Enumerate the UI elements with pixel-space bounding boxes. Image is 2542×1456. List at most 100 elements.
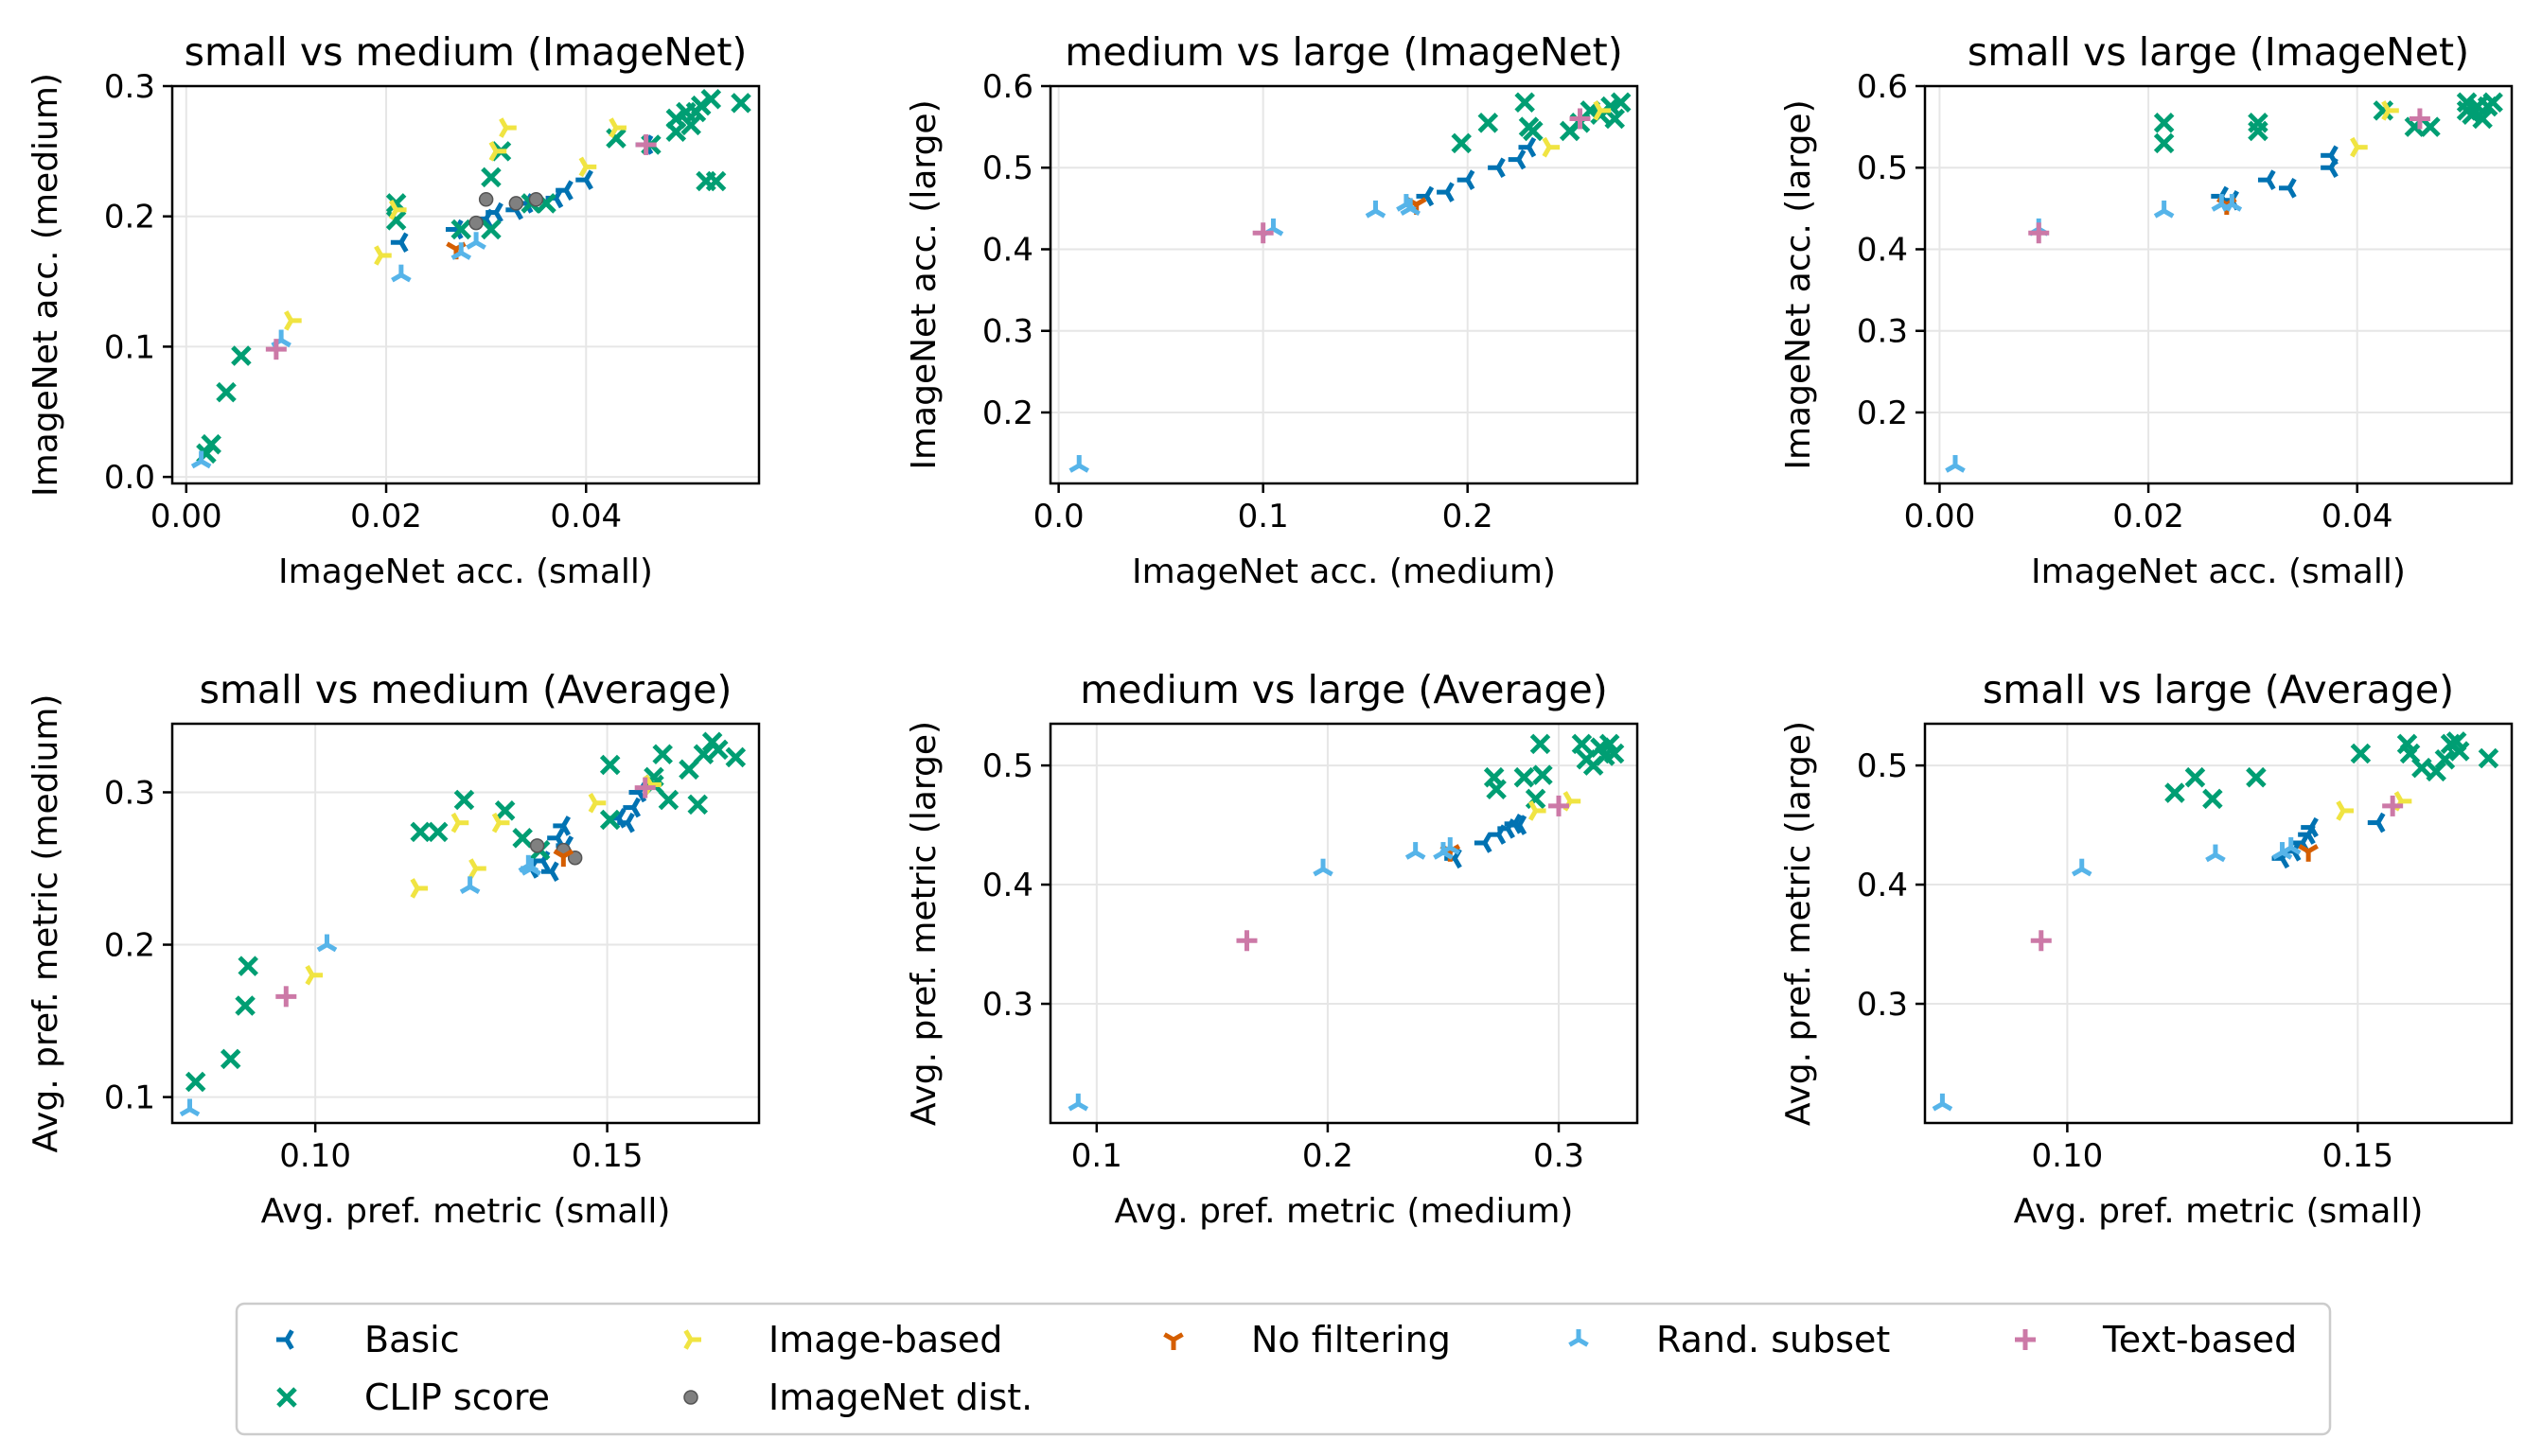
point-imagenet-dist: [567, 850, 583, 866]
panel-title: medium vs large (Average): [1080, 667, 1607, 712]
point-rand-subset: [1313, 858, 1333, 877]
point-clip-score: [652, 744, 673, 764]
y-tick-label: 0.6: [982, 68, 1033, 106]
data-points: [1068, 92, 1632, 473]
y-tick-label: 0.5: [1857, 747, 1908, 785]
legend-entry-rand-subset: Rand. subset: [1568, 1319, 1890, 1360]
point-text-based: [1569, 108, 1591, 130]
point-clip-score: [216, 381, 237, 403]
point-clip-score: [2184, 766, 2206, 788]
point-basic: [1456, 169, 1475, 190]
point-basic: [485, 202, 503, 223]
point-clip-score: [481, 219, 502, 240]
point-image-based: [450, 812, 469, 833]
point-basic: [1416, 185, 1435, 207]
y-axis-label: Avg. pref. metric (large): [905, 721, 944, 1126]
legend-entry-image-based: Image-based: [683, 1319, 1002, 1360]
y-axis-label: ImageNet acc. (large): [1779, 99, 1818, 469]
x-axis-label: Avg. pref. metric (medium): [1115, 1192, 1574, 1231]
point-image-based: [2336, 800, 2354, 821]
y-tick-label: 0.4: [982, 867, 1033, 904]
y-tick-label: 0.4: [1857, 867, 1908, 904]
point-basic: [575, 169, 593, 190]
point-rand-subset: [1400, 198, 1421, 217]
legend-entry-basic: Basic: [276, 1319, 460, 1360]
x-tick-label: 0.10: [279, 1137, 351, 1175]
point-image-based: [374, 245, 392, 266]
x-tick-label: 0.2: [1302, 1137, 1353, 1175]
point-image-based: [488, 141, 507, 162]
point-image-based: [2350, 136, 2368, 158]
point-clip-score: [708, 739, 729, 761]
point-rand-subset: [1932, 1093, 1953, 1112]
point-clip-score: [1514, 92, 1535, 114]
point-basic: [1518, 136, 1537, 158]
legend: Basic CLIP score Image-based ImageNet dist.…: [235, 1302, 2332, 1436]
point-rand-subset: [2071, 858, 2092, 877]
legend-entry-no-filtering: No filtering: [1163, 1319, 1451, 1360]
point-clip-score: [512, 828, 533, 849]
y-tick-label: 0.3: [1857, 986, 1908, 1024]
point-clip-score: [679, 759, 699, 781]
point-clip-score: [599, 754, 621, 776]
point-clip-score: [1532, 764, 1553, 785]
point-clip-score: [494, 800, 516, 821]
axes-frame: [1923, 84, 2514, 485]
panel-title: small vs large (Average): [1983, 667, 2454, 712]
point-basic: [1437, 182, 1455, 202]
point-basic: [2367, 812, 2386, 833]
y-tick-label: 0.2: [104, 927, 155, 965]
data-points: [1945, 92, 2503, 473]
point-clip-score: [481, 167, 502, 188]
x-axis-label: ImageNet acc. (small): [278, 553, 653, 591]
point-imagenet-dist: [478, 192, 494, 207]
point-rand-subset: [1945, 455, 1966, 473]
panel-6: 0.10 0.15 0.3 0.4 0.5 small vs large (Average…: [1779, 667, 2514, 1231]
point-clip-score: [185, 1071, 206, 1093]
point-image-based: [388, 200, 407, 220]
point-clip-score: [1604, 108, 1626, 130]
axes-frame: [1923, 722, 2514, 1125]
point-image-based: [578, 156, 597, 178]
point-clip-score: [453, 789, 475, 811]
legend-label: CLIP score: [364, 1377, 550, 1418]
point-image-based: [305, 964, 324, 986]
legend-marker-text-based: [2015, 1329, 2036, 1350]
legend-entry-clip-score: CLIP score: [276, 1377, 550, 1418]
point-text-based: [2409, 108, 2430, 130]
point-basic: [2279, 178, 2297, 199]
x-tick-label: 0.15: [2321, 1137, 2393, 1175]
point-image-based: [609, 117, 627, 138]
point-clip-score: [2411, 757, 2432, 779]
point-imagenet-dist: [529, 838, 545, 853]
axes-frame: [170, 84, 761, 485]
point-basic: [553, 816, 571, 836]
point-rand-subset: [1439, 837, 1461, 855]
point-clip-score: [235, 995, 256, 1016]
point-clip-score: [2202, 788, 2223, 810]
point-basic: [556, 180, 574, 201]
point-clip-score: [1529, 733, 1551, 755]
y-tick-label: 0.4: [1857, 231, 1908, 269]
point-clip-score: [220, 1048, 241, 1070]
y-tick-label: 0.5: [982, 747, 1033, 785]
point-basic: [1508, 149, 1527, 170]
point-clip-score: [2420, 116, 2441, 137]
axes-frame: [170, 722, 761, 1125]
y-tick-label: 0.3: [1857, 313, 1908, 351]
y-tick-label: 0.3: [982, 313, 1033, 351]
point-clip-score: [1477, 113, 1499, 133]
x-tick-label: 0.10: [2032, 1137, 2104, 1175]
x-axis-label: ImageNet acc. (small): [2031, 553, 2406, 591]
y-tick-label: 0.6: [1857, 68, 1908, 106]
point-clip-score: [680, 114, 701, 136]
x-tick-label: 0.04: [2321, 498, 2393, 535]
y-tick-label: 0.2: [104, 199, 155, 237]
point-imagenet-dist: [508, 196, 524, 211]
point-clip-score: [2164, 782, 2185, 803]
point-clip-score: [1451, 132, 1472, 154]
x-tick-label: 0.0: [1033, 498, 1085, 535]
y-tick-label: 0.5: [982, 149, 1033, 187]
point-clip-score: [2448, 741, 2470, 762]
y-axis-label: Avg. pref. metric (large): [1779, 721, 1818, 1126]
